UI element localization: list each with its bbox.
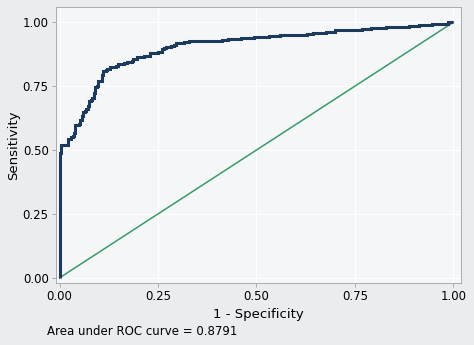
Y-axis label: Sensitivity: Sensitivity (7, 110, 20, 180)
X-axis label: 1 - Specificity: 1 - Specificity (213, 308, 304, 322)
Text: Area under ROC curve = 0.8791: Area under ROC curve = 0.8791 (47, 325, 238, 338)
